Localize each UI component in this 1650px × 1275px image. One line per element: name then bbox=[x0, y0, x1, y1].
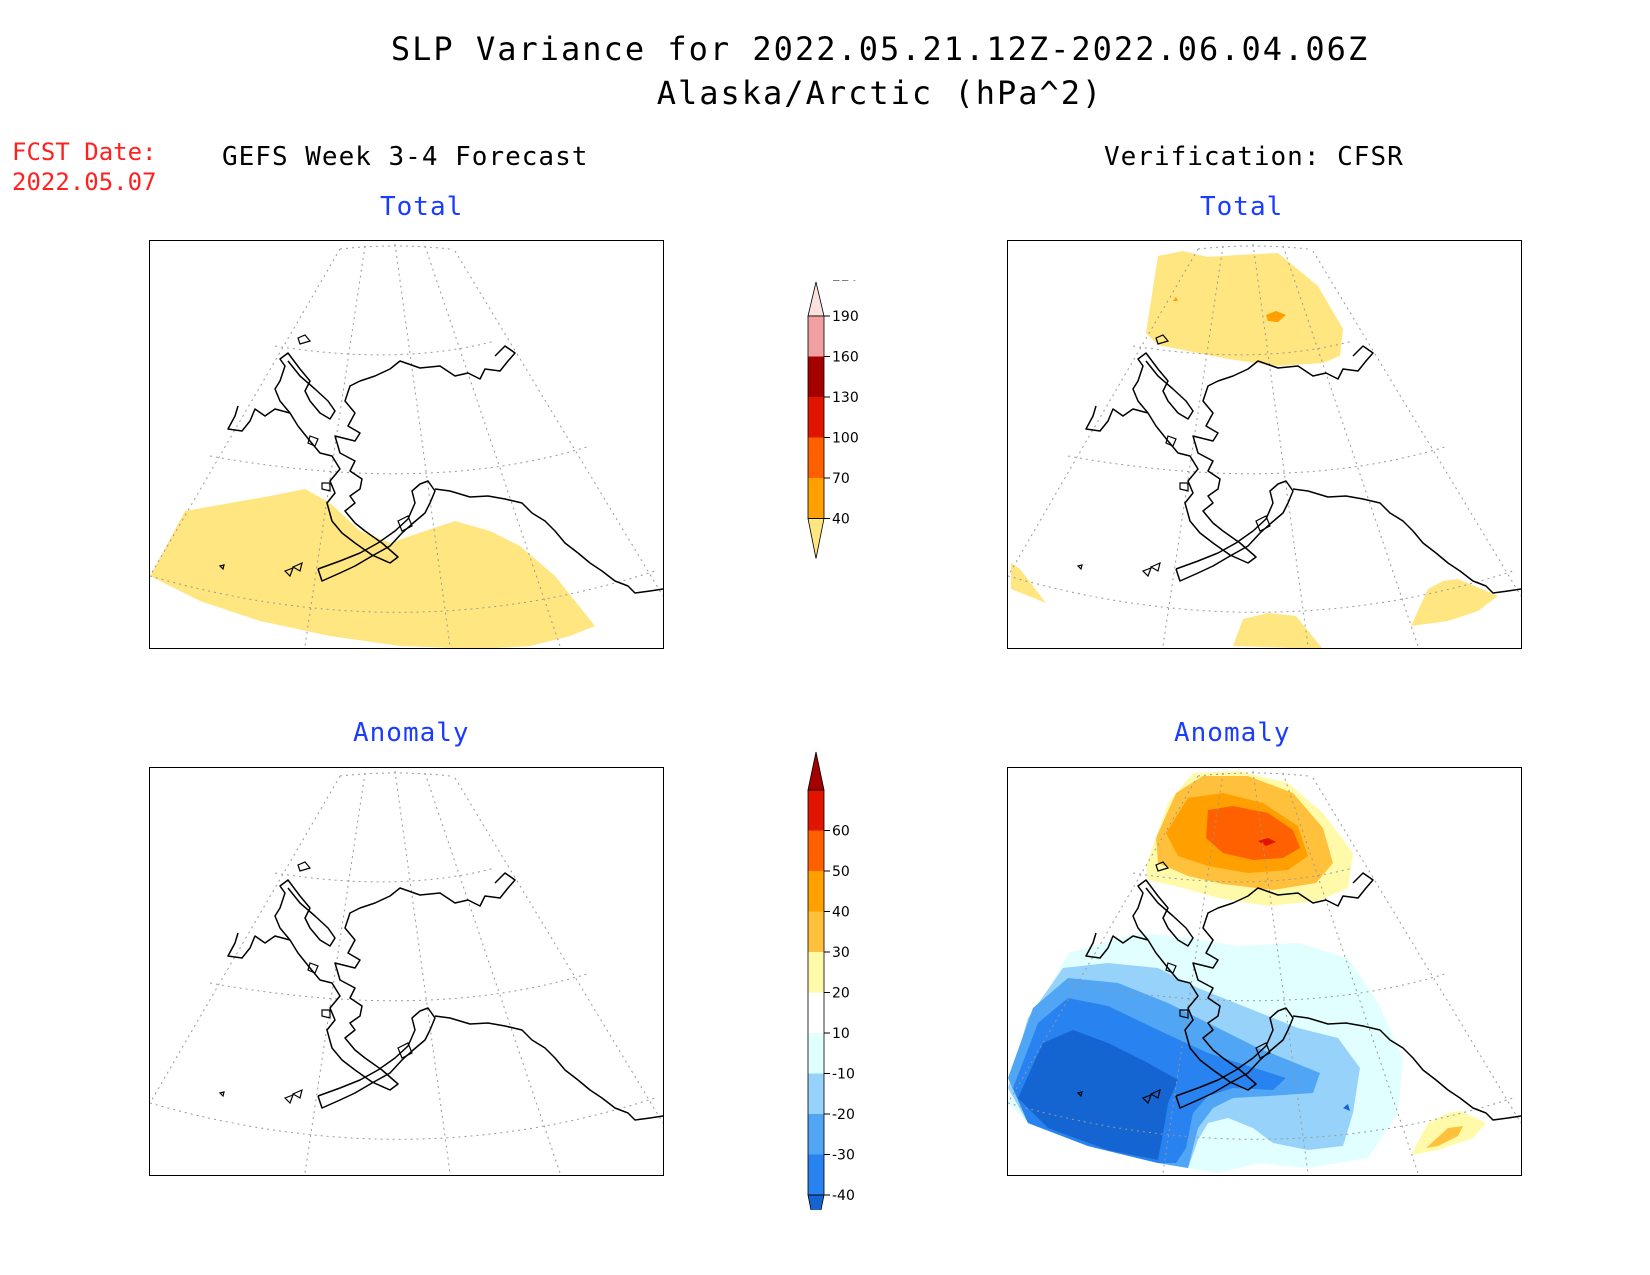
anomaly-colorbar-label: 10 bbox=[832, 1026, 850, 1042]
verification-total-fill-40-east bbox=[1411, 579, 1498, 626]
chart-title-line2: Alaska/Arctic (hPa^2) bbox=[656, 74, 1104, 112]
fcst-date-value: 2022.05.07 bbox=[12, 168, 157, 196]
fcst-date-label: FCST Date: bbox=[12, 138, 157, 166]
anomaly-colorbar-top-triangle bbox=[807, 751, 825, 791]
anomaly-colorbar-swatch bbox=[808, 992, 824, 1033]
anomaly-colorbar-swatch bbox=[808, 871, 824, 912]
anomaly-colorbar-label: 30 bbox=[832, 945, 850, 961]
anomaly-colorbar: -40 -30 -20 -10 10 20 30 40 50 60 bbox=[807, 751, 855, 1210]
total-colorbar-bottom-triangle bbox=[807, 518, 825, 559]
anomaly-colorbar-label: 40 bbox=[832, 905, 850, 921]
verification-anomaly-fill-20-east bbox=[1426, 1126, 1463, 1148]
total-colorbar-label: 70 bbox=[832, 471, 850, 487]
total-colorbar-swatch bbox=[808, 478, 824, 519]
anomaly-colorbar-bottom-triangle bbox=[807, 1194, 825, 1210]
total-colorbar-label: 130 bbox=[832, 390, 859, 406]
total-colorbar-swatch bbox=[808, 397, 824, 438]
total-colorbar-swatch bbox=[808, 437, 824, 478]
anomaly-colorbar-swatch bbox=[808, 1073, 824, 1114]
forecast-total-map bbox=[149, 240, 664, 649]
total-colorbar-label: 220 bbox=[832, 280, 859, 285]
anomaly-colorbar-label: 50 bbox=[832, 864, 850, 880]
verification-anomaly-fill-50 bbox=[1258, 838, 1276, 846]
forecast-anomaly-map bbox=[149, 767, 664, 1176]
verification-anomaly-title: Anomaly bbox=[1174, 718, 1291, 748]
total-colorbar-label: 190 bbox=[832, 309, 859, 325]
verification-total-fill-40-south bbox=[1233, 613, 1323, 648]
anomaly-colorbar-swatch bbox=[808, 911, 824, 952]
anomaly-colorbar-swatch bbox=[808, 830, 824, 871]
verification-total-fill-70-spot bbox=[1266, 311, 1286, 322]
verification-column-header: Verification: CFSR bbox=[1104, 142, 1404, 172]
total-colorbar-top-triangle bbox=[807, 281, 825, 317]
anomaly-colorbar-swatch bbox=[808, 790, 824, 831]
verification-anomaly-fill-40 bbox=[1206, 806, 1300, 860]
anomaly-colorbar-label: 60 bbox=[832, 824, 850, 840]
total-colorbar-swatch bbox=[808, 316, 824, 357]
verification-total-title: Total bbox=[1200, 192, 1284, 222]
anomaly-colorbar-swatch bbox=[808, 952, 824, 993]
total-colorbar-label: 100 bbox=[832, 431, 859, 447]
anomaly-colorbar-swatch bbox=[808, 1033, 824, 1074]
total-colorbar-label: 40 bbox=[832, 512, 850, 528]
forecast-column-header: GEFS Week 3-4 Forecast bbox=[222, 142, 589, 172]
forecast-total-title: Total bbox=[380, 192, 464, 222]
total-colorbar: 40 70 100 130 160 190 220 bbox=[807, 280, 859, 559]
forecast-anomaly-title: Anomaly bbox=[353, 718, 470, 748]
verification-anomaly-fill-neg50 bbox=[1018, 1030, 1178, 1160]
chart-title-line1: SLP Variance for 2022.05.21.12Z-2022.06.… bbox=[390, 30, 1370, 68]
verification-total-map bbox=[1007, 240, 1522, 649]
anomaly-colorbar-swatch bbox=[808, 1114, 824, 1155]
anomaly-colorbar-label: -40 bbox=[832, 1188, 855, 1204]
total-colorbar-label: 160 bbox=[832, 350, 859, 366]
anomaly-colorbar-label: -20 bbox=[832, 1107, 855, 1123]
verification-total-fill-40-north bbox=[1146, 251, 1343, 366]
forecast-total-fill-40 bbox=[150, 489, 595, 648]
anomaly-colorbar-swatch bbox=[808, 1154, 824, 1195]
total-colorbar-swatch bbox=[808, 356, 824, 397]
anomaly-colorbar-label: -30 bbox=[832, 1148, 855, 1164]
verification-total-fill-40-west bbox=[1011, 563, 1046, 603]
verification-anomaly-map bbox=[1007, 767, 1522, 1176]
anomaly-colorbar-label: -10 bbox=[832, 1067, 855, 1083]
anomaly-colorbar-label: 20 bbox=[832, 986, 850, 1002]
